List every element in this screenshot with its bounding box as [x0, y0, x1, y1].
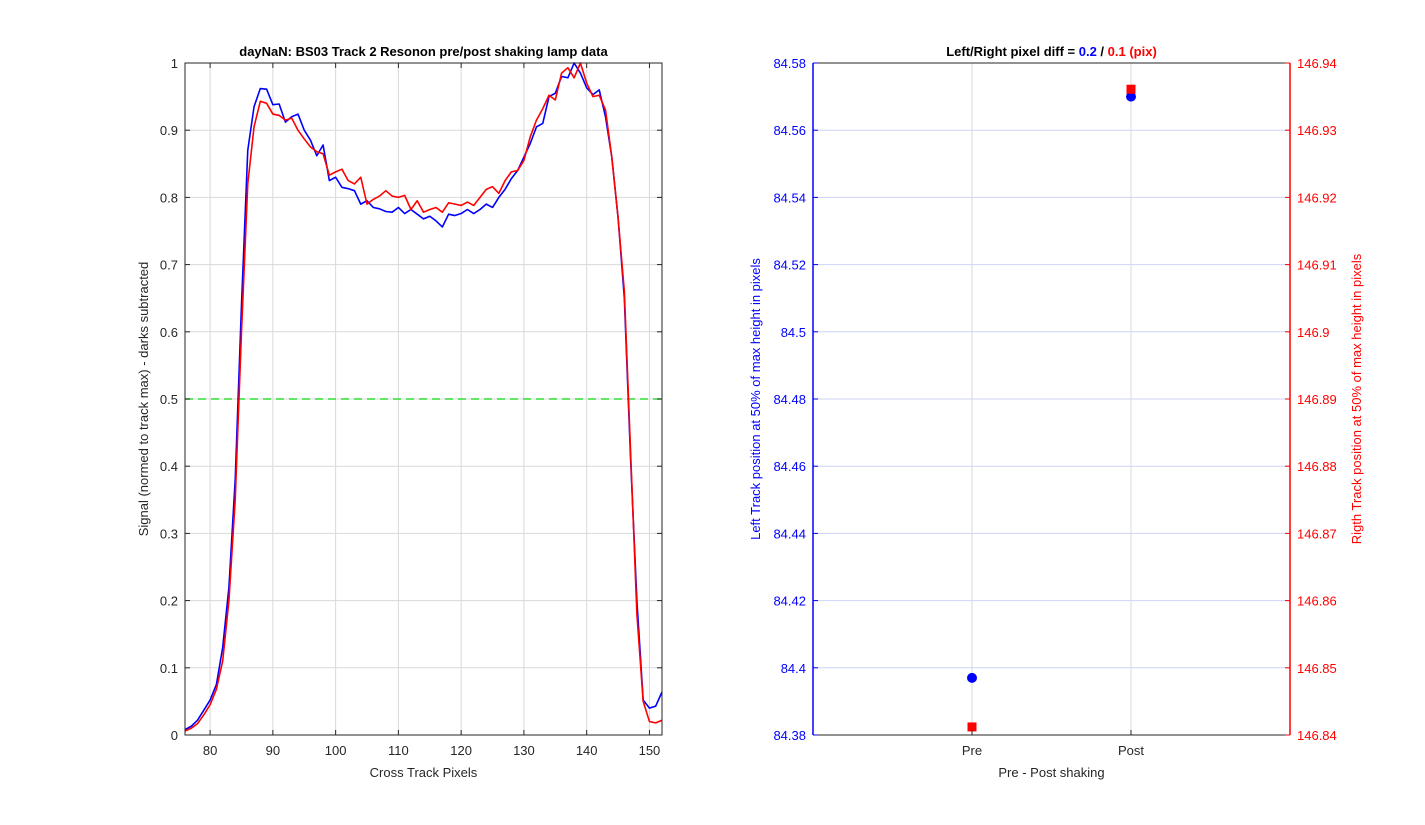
post-shaking-line — [184, 62, 663, 732]
left-y-tick-label: 84.48 — [773, 392, 806, 407]
right-y-tick-label: 146.9 — [1297, 325, 1330, 340]
right-y-tick-label: 146.92 — [1297, 190, 1337, 205]
signal-profile-chart: 80 90 100 110 120 130 140 150 0 0.1 0.2 0.3 0.4 0.5 0.… — [136, 44, 663, 780]
y-tick-label: 0.7 — [160, 258, 178, 273]
right-y-tick-label: 146.93 — [1297, 123, 1337, 138]
x-tick-label: 80 — [203, 743, 217, 758]
right-y-tick-label: 146.88 — [1297, 459, 1337, 474]
right-track-point-pre — [967, 722, 977, 732]
y-tick-label: 0.8 — [160, 190, 178, 205]
x-tick-label: 110 — [388, 743, 409, 758]
pre-shaking-line — [184, 62, 663, 731]
x-tick-label: 140 — [576, 743, 598, 758]
y-tick-label: 0.6 — [160, 325, 178, 340]
left-y-tick-label: 84.44 — [773, 526, 806, 541]
track-position-chart: 84.38 84.4 84.42 84.44 84.46 84.48 84.5 84.52 84… — [748, 44, 1364, 780]
y-tick-label: 0.4 — [160, 459, 178, 474]
right-y-tick-label: 146.91 — [1297, 258, 1337, 273]
x-tick-label: 150 — [639, 743, 661, 758]
left-y-axis-label: Left Track position at 50% of max height… — [748, 258, 763, 540]
chart-title: dayNaN: BS03 Track 2 Resonon pre/post sh… — [239, 44, 608, 59]
x-category-label: Post — [1118, 743, 1144, 758]
left-y-tick-label: 84.5 — [781, 325, 806, 340]
y-tick-label: 0.2 — [160, 594, 178, 609]
left-y-tick-label: 84.42 — [773, 594, 806, 609]
right-y-tick-label: 146.89 — [1297, 392, 1337, 407]
y-tick-label: 1 — [171, 56, 178, 71]
title-separator: / — [1097, 44, 1108, 59]
left-y-tick-label: 84.4 — [781, 661, 806, 676]
right-track-point-post — [1126, 84, 1136, 94]
x-tick-label: 90 — [266, 743, 280, 758]
left-y-tick-label: 84.54 — [773, 190, 806, 205]
title-right-diff: 0.1 (pix) — [1108, 44, 1157, 59]
y-tick-label: 0 — [171, 728, 178, 743]
y-tick-label: 0.5 — [160, 392, 178, 407]
right-y-axis-label: Rigth Track position at 50% of max heigh… — [1349, 253, 1364, 544]
title-left-diff: 0.2 — [1079, 44, 1097, 59]
x-axis-label: Pre - Post shaking — [998, 765, 1104, 780]
left-y-tick-label: 84.38 — [773, 728, 806, 743]
right-y-tick-label: 146.86 — [1297, 594, 1337, 609]
x-tick-label: 130 — [513, 743, 535, 758]
right-y-tick-label: 146.85 — [1297, 661, 1337, 676]
y-axis-label: Signal (normed to track max) - darks sub… — [136, 262, 151, 537]
left-y-tick-label: 84.52 — [773, 258, 806, 273]
x-category-label: Pre — [962, 743, 982, 758]
x-tick-label: 100 — [325, 743, 347, 758]
y-tick-label: 0.9 — [160, 123, 178, 138]
x-tick-label: 120 — [450, 743, 472, 758]
y-tick-label: 0.3 — [160, 526, 178, 541]
left-y-tick-label: 84.46 — [773, 459, 806, 474]
title-text: Left/Right pixel diff = — [946, 44, 1079, 59]
right-y-tick-label: 146.84 — [1297, 728, 1337, 743]
left-y-tick-label: 84.56 — [773, 123, 806, 138]
x-axis-label: Cross Track Pixels — [370, 765, 478, 780]
y-tick-label: 0.1 — [160, 661, 178, 676]
right-y-tick-label: 146.94 — [1297, 56, 1337, 71]
right-y-tick-label: 146.87 — [1297, 526, 1337, 541]
left-track-point-pre — [967, 672, 977, 683]
left-track-point-post — [1126, 91, 1136, 102]
chart-title: Left/Right pixel diff = 0.2 / 0.1 (pix) — [946, 44, 1157, 59]
left-y-tick-label: 84.58 — [773, 56, 806, 71]
